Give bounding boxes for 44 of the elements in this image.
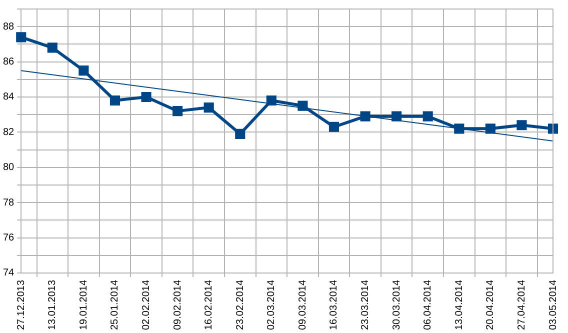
y-tick-label: 78 [3,197,15,208]
point [110,95,120,106]
x-tick-label: 13.01.2013 [47,280,58,330]
point [266,95,276,106]
y-tick-label: 74 [3,268,15,279]
x-tick-label: 19.01.2014 [78,280,90,330]
point [78,66,89,76]
x-tick-label: 25.01.2014 [110,280,121,330]
x-tick-label: 23.03.2014 [360,280,372,330]
point [328,122,340,132]
x-tick-label: 23.02.2014 [234,280,246,330]
x-tick-label: 16.02.2014 [204,280,215,330]
x-tick-label: 27.04.2014 [516,280,528,330]
x-tick-label: 16.03.2014 [328,280,340,330]
point [422,111,433,122]
point [204,102,214,113]
x-tick-label: 30.03.2014 [391,280,402,330]
point [172,106,183,116]
x-tick-label: 06.04.2014 [422,280,434,330]
x-tick-label: 02.03.2014 [266,280,278,330]
point [516,120,527,130]
point [298,100,308,111]
y-tick-label: 88 [3,21,15,32]
point [548,124,558,134]
y-tick-label: 80 [3,162,15,174]
x-tick-label: 03.05.2014 [548,280,559,330]
point [485,124,496,134]
point [454,124,464,134]
y-tick-label: 76 [3,232,15,244]
x-tick-label: 09.02.2014 [172,280,184,330]
x-tick-label: 20.04.2014 [485,280,496,330]
y-tick-label: 82 [3,126,15,138]
point [360,111,370,122]
point [392,111,402,122]
y-tick-label: 84 [3,92,15,103]
x-tick-label: 02.02.2014 [141,280,152,330]
point [16,32,26,42]
x-tick-label: 27.12.2013 [16,280,27,330]
point [235,128,246,139]
x-tick-label: 09.03.2014 [297,280,308,330]
point [47,42,58,53]
y-tick-label: 86 [3,56,15,68]
x-tick-label: 13.04.2014 [454,280,465,330]
point [141,92,152,102]
